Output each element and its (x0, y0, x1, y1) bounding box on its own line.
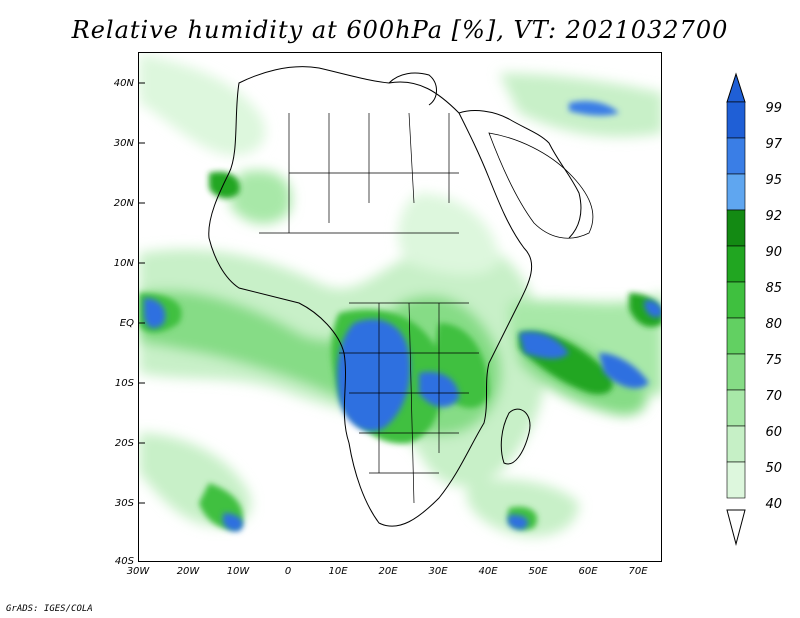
colorbar-label: 97 (765, 137, 782, 152)
humidity-map (139, 53, 661, 561)
country-borders (259, 112, 479, 504)
credit-text: GrADS: IGES/COLA (6, 604, 93, 614)
lon-label: 40E (478, 566, 498, 577)
colorbar-label: 95 (765, 173, 782, 188)
lat-label: 40S (114, 556, 134, 567)
colorbar-label: 92 (765, 209, 782, 224)
colorbar-label: 70 (765, 389, 782, 404)
colorbar-label: 85 (765, 281, 782, 296)
colorbar-label: 50 (765, 461, 782, 476)
lat-label: 10N (113, 258, 134, 269)
lon-label: 30E (428, 566, 448, 577)
colorbar-top-arrow (726, 72, 746, 103)
colorbar-label: 75 (765, 353, 782, 368)
lon-label: 70E (628, 566, 648, 577)
colorbar-label: 99 (765, 101, 782, 116)
lat-label: 30S (114, 498, 134, 509)
lon-label: 0 (284, 566, 292, 577)
lon-label: 30W (126, 566, 150, 577)
lat-label: 20N (113, 198, 134, 209)
colorbar-bottom-arrow (726, 509, 746, 546)
colorbar-segment (726, 461, 746, 499)
lat-label: 20S (114, 438, 134, 449)
map-panel (138, 52, 662, 562)
arabia-outline (488, 132, 594, 239)
lon-label: 20W (176, 566, 200, 577)
lon-label: 10E (328, 566, 348, 577)
coastline (208, 66, 582, 527)
lat-label: 30N (113, 138, 134, 149)
colorbar (726, 72, 746, 546)
lon-label: 50E (528, 566, 548, 577)
lat-label: 10S (114, 378, 134, 389)
lat-label: 40N (113, 78, 134, 89)
lon-label: 10W (226, 566, 250, 577)
colorbar-segments (726, 101, 746, 499)
lat-label: EQ (119, 318, 134, 329)
chart-title: Relative humidity at 600hPa [%], VT: 202… (71, 16, 729, 44)
axis-ticks (139, 82, 145, 504)
colorbar-label: 40 (765, 497, 782, 512)
lon-label: 60E (578, 566, 598, 577)
colorbar-label: 90 (765, 245, 782, 260)
colorbar-label: 60 (765, 425, 782, 440)
colorbar-label: 80 (765, 317, 782, 332)
lon-label: 20E (378, 566, 398, 577)
humidity-blue-field (144, 101, 661, 532)
